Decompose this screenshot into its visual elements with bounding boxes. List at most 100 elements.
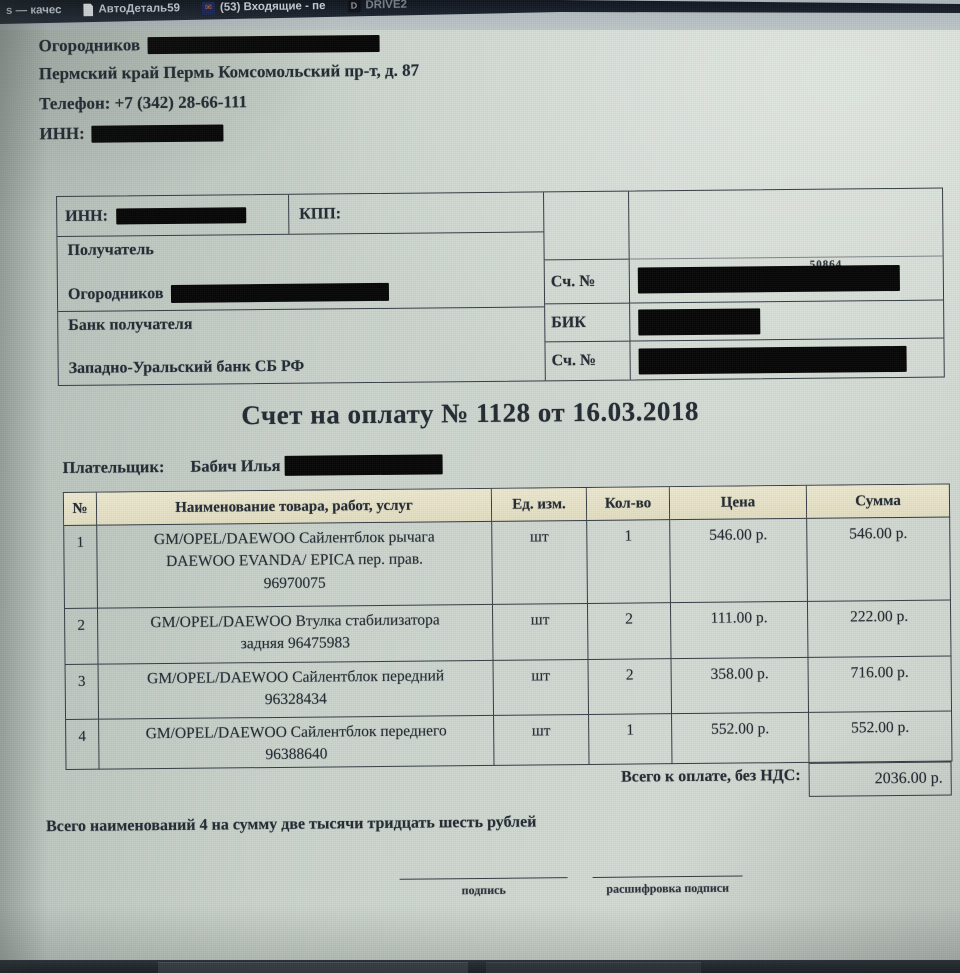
browser-tab-drive2[interactable]: D DRIVE2 <box>347 0 408 13</box>
browser-tab-partial[interactable]: s — качес <box>6 4 62 17</box>
bank-table-values-column: 50864 <box>629 188 944 380</box>
recipient-bank-cell: Банк получателя Западно-Уральский банк С… <box>58 307 545 385</box>
col-header-sum: Сумма <box>806 484 951 519</box>
inn-cell: ИНН: <box>57 194 290 237</box>
invoice-document: Огородников Пермский край Пермь Комсомол… <box>0 21 960 964</box>
tab-label: (53) Входящие - пе <box>219 0 326 14</box>
signature-decode-block: расшифровка подписи <box>592 863 743 897</box>
row1-name: GM/OPEL/DAEWOO Сайлентблок рычага DAEWOO… <box>97 521 493 609</box>
total-value-box: 2036.00 р. <box>808 761 952 797</box>
page-icon <box>83 3 93 16</box>
recipient-label: Получатель <box>67 241 154 259</box>
row4-qty: 1 <box>589 714 673 765</box>
col-header-name: Наименование товара, работ, услуг <box>96 488 493 526</box>
taskbar <box>0 960 960 973</box>
bik-value-cell <box>630 300 944 342</box>
recipient-name-line: Огородников <box>68 281 534 303</box>
mail-icon: ✉ <box>201 1 216 15</box>
kpp-cell: КПП: <box>289 192 543 233</box>
row2-name: GM/OPEL/DAEWOO Втулка стабилизатора задн… <box>97 604 494 665</box>
summary-line: Всего наименований 4 на сумму две тысячи… <box>45 813 537 836</box>
redaction-bar <box>170 282 389 303</box>
browser-tab-autodetal[interactable]: АвтоДеталь59 <box>83 2 180 17</box>
seller-address: Пермский край Пермь Комсомольский пр-т, … <box>38 60 420 84</box>
row1-qty: 1 <box>587 520 671 604</box>
row1-num: 1 <box>64 525 98 609</box>
seller-inn-line: ИНН: <box>39 122 224 144</box>
inn-kpp-row: ИНН: КПП: <box>57 192 544 238</box>
redaction-bar <box>91 123 224 143</box>
row2-price: 111.00 р. <box>670 601 809 660</box>
row3-price: 358.00 р. <box>671 657 810 715</box>
taskbar-button[interactable] <box>486 962 701 973</box>
bank-label: Банк получателя <box>68 315 193 334</box>
row2-qty: 2 <box>587 603 672 660</box>
account2-label-cell: Сч. № <box>545 342 629 381</box>
row1-sum: 546.00 р. <box>807 517 951 602</box>
signature-decode-label: расшифровка подписи <box>606 880 730 896</box>
tab-label: DRIVE2 <box>365 0 408 12</box>
row2-unit: шт <box>492 603 589 661</box>
seller-address-line: Пермский край Пермь Комсомольский пр-т, … <box>39 61 419 85</box>
account1-label-cell: Сч. № <box>544 259 630 305</box>
items-table: № Наименование товара, работ, услуг Ед. … <box>62 483 953 770</box>
signature-label: подпись <box>461 882 506 898</box>
row4-price: 552.00 р. <box>672 712 810 765</box>
empty-cell <box>544 191 629 261</box>
account1-value-cell: 50864 <box>629 256 944 304</box>
row3-name: GM/OPEL/DAEWOO Сайлентблок передний 9632… <box>98 660 495 720</box>
row1-unit: шт <box>492 520 588 605</box>
taskbar-button[interactable] <box>158 962 468 973</box>
redaction-bar <box>284 454 443 476</box>
row2-sum: 222.00 р. <box>807 600 952 658</box>
row4-unit: шт <box>494 714 590 766</box>
redaction-bar <box>147 34 380 54</box>
inn-label: ИНН: <box>65 207 108 225</box>
seller-name: Огородников <box>38 35 141 56</box>
bank-requisites-table: ИНН: КПП: Получатель Огородников Банк п <box>56 187 945 387</box>
redaction-bar <box>638 345 907 375</box>
tab-label: s — качес <box>5 4 62 17</box>
seller-name-line: Огородников <box>38 33 380 56</box>
seller-phone: Телефон: +7 (342) 28-66-111 <box>39 92 248 114</box>
bik-label: БИК <box>551 313 586 331</box>
signature-block: подпись <box>399 865 568 899</box>
invoice-title: Счет на оплату № 1128 от 16.03.2018 <box>241 395 700 431</box>
account2-value-cell <box>630 339 943 380</box>
tab-label: АвтоДеталь59 <box>98 2 181 16</box>
row4-sum: 552.00 р. <box>809 711 953 763</box>
payer-name: Бабич Илья <box>190 455 281 476</box>
bank-name: Западно-Уральский банк СБ РФ <box>68 357 305 377</box>
total-label: Всего к оплате, без НДС: <box>620 766 801 786</box>
browser-tab-mail[interactable]: ✉ (53) Входящие - пе <box>201 0 326 15</box>
bank-table-labels-column: Сч. № БИК Сч. № <box>544 191 631 381</box>
recipient-cell: Получатель Огородников <box>57 232 545 313</box>
redaction-bar <box>638 308 761 336</box>
row3-num: 3 <box>65 664 100 720</box>
seller-inn-label: ИНН: <box>39 123 85 144</box>
kpp-label: КПП: <box>299 204 342 223</box>
redaction-bar <box>637 264 900 294</box>
row3-sum: 716.00 р. <box>808 656 953 713</box>
redaction-bar <box>115 206 246 224</box>
col-header-num: № <box>63 492 98 526</box>
payer-label: Плательщик: <box>62 457 165 478</box>
bik-label-cell: БИК <box>545 303 630 343</box>
browser-tab-bar: s — качес АвтоДеталь59 ✉ (53) Входящие -… <box>0 0 960 30</box>
seller-phone-line: Телефон: +7 (342) 28-66-111 <box>39 92 247 114</box>
account2-label: Сч. № <box>551 351 597 370</box>
bank-table-left: ИНН: КПП: Получатель Огородников Банк п <box>57 192 546 386</box>
row1-price: 546.00 р. <box>670 518 808 604</box>
row3-unit: шт <box>493 659 590 716</box>
recipient-name: Огородников <box>67 285 164 303</box>
row4-name: GM/OPEL/DAEWOO Сайлентблок переднего 963… <box>99 715 495 770</box>
account1-label: Сч. № <box>550 272 596 290</box>
drive2-icon: D <box>347 0 361 13</box>
col-header-price: Цена <box>669 485 808 521</box>
payer-line: Плательщик: Бабич Илья <box>63 454 443 478</box>
empty-cell <box>629 188 943 260</box>
row4-num: 4 <box>66 719 100 770</box>
total-value: 2036.00 р. <box>874 769 943 788</box>
col-header-unit: Ед. изм. <box>491 487 588 522</box>
